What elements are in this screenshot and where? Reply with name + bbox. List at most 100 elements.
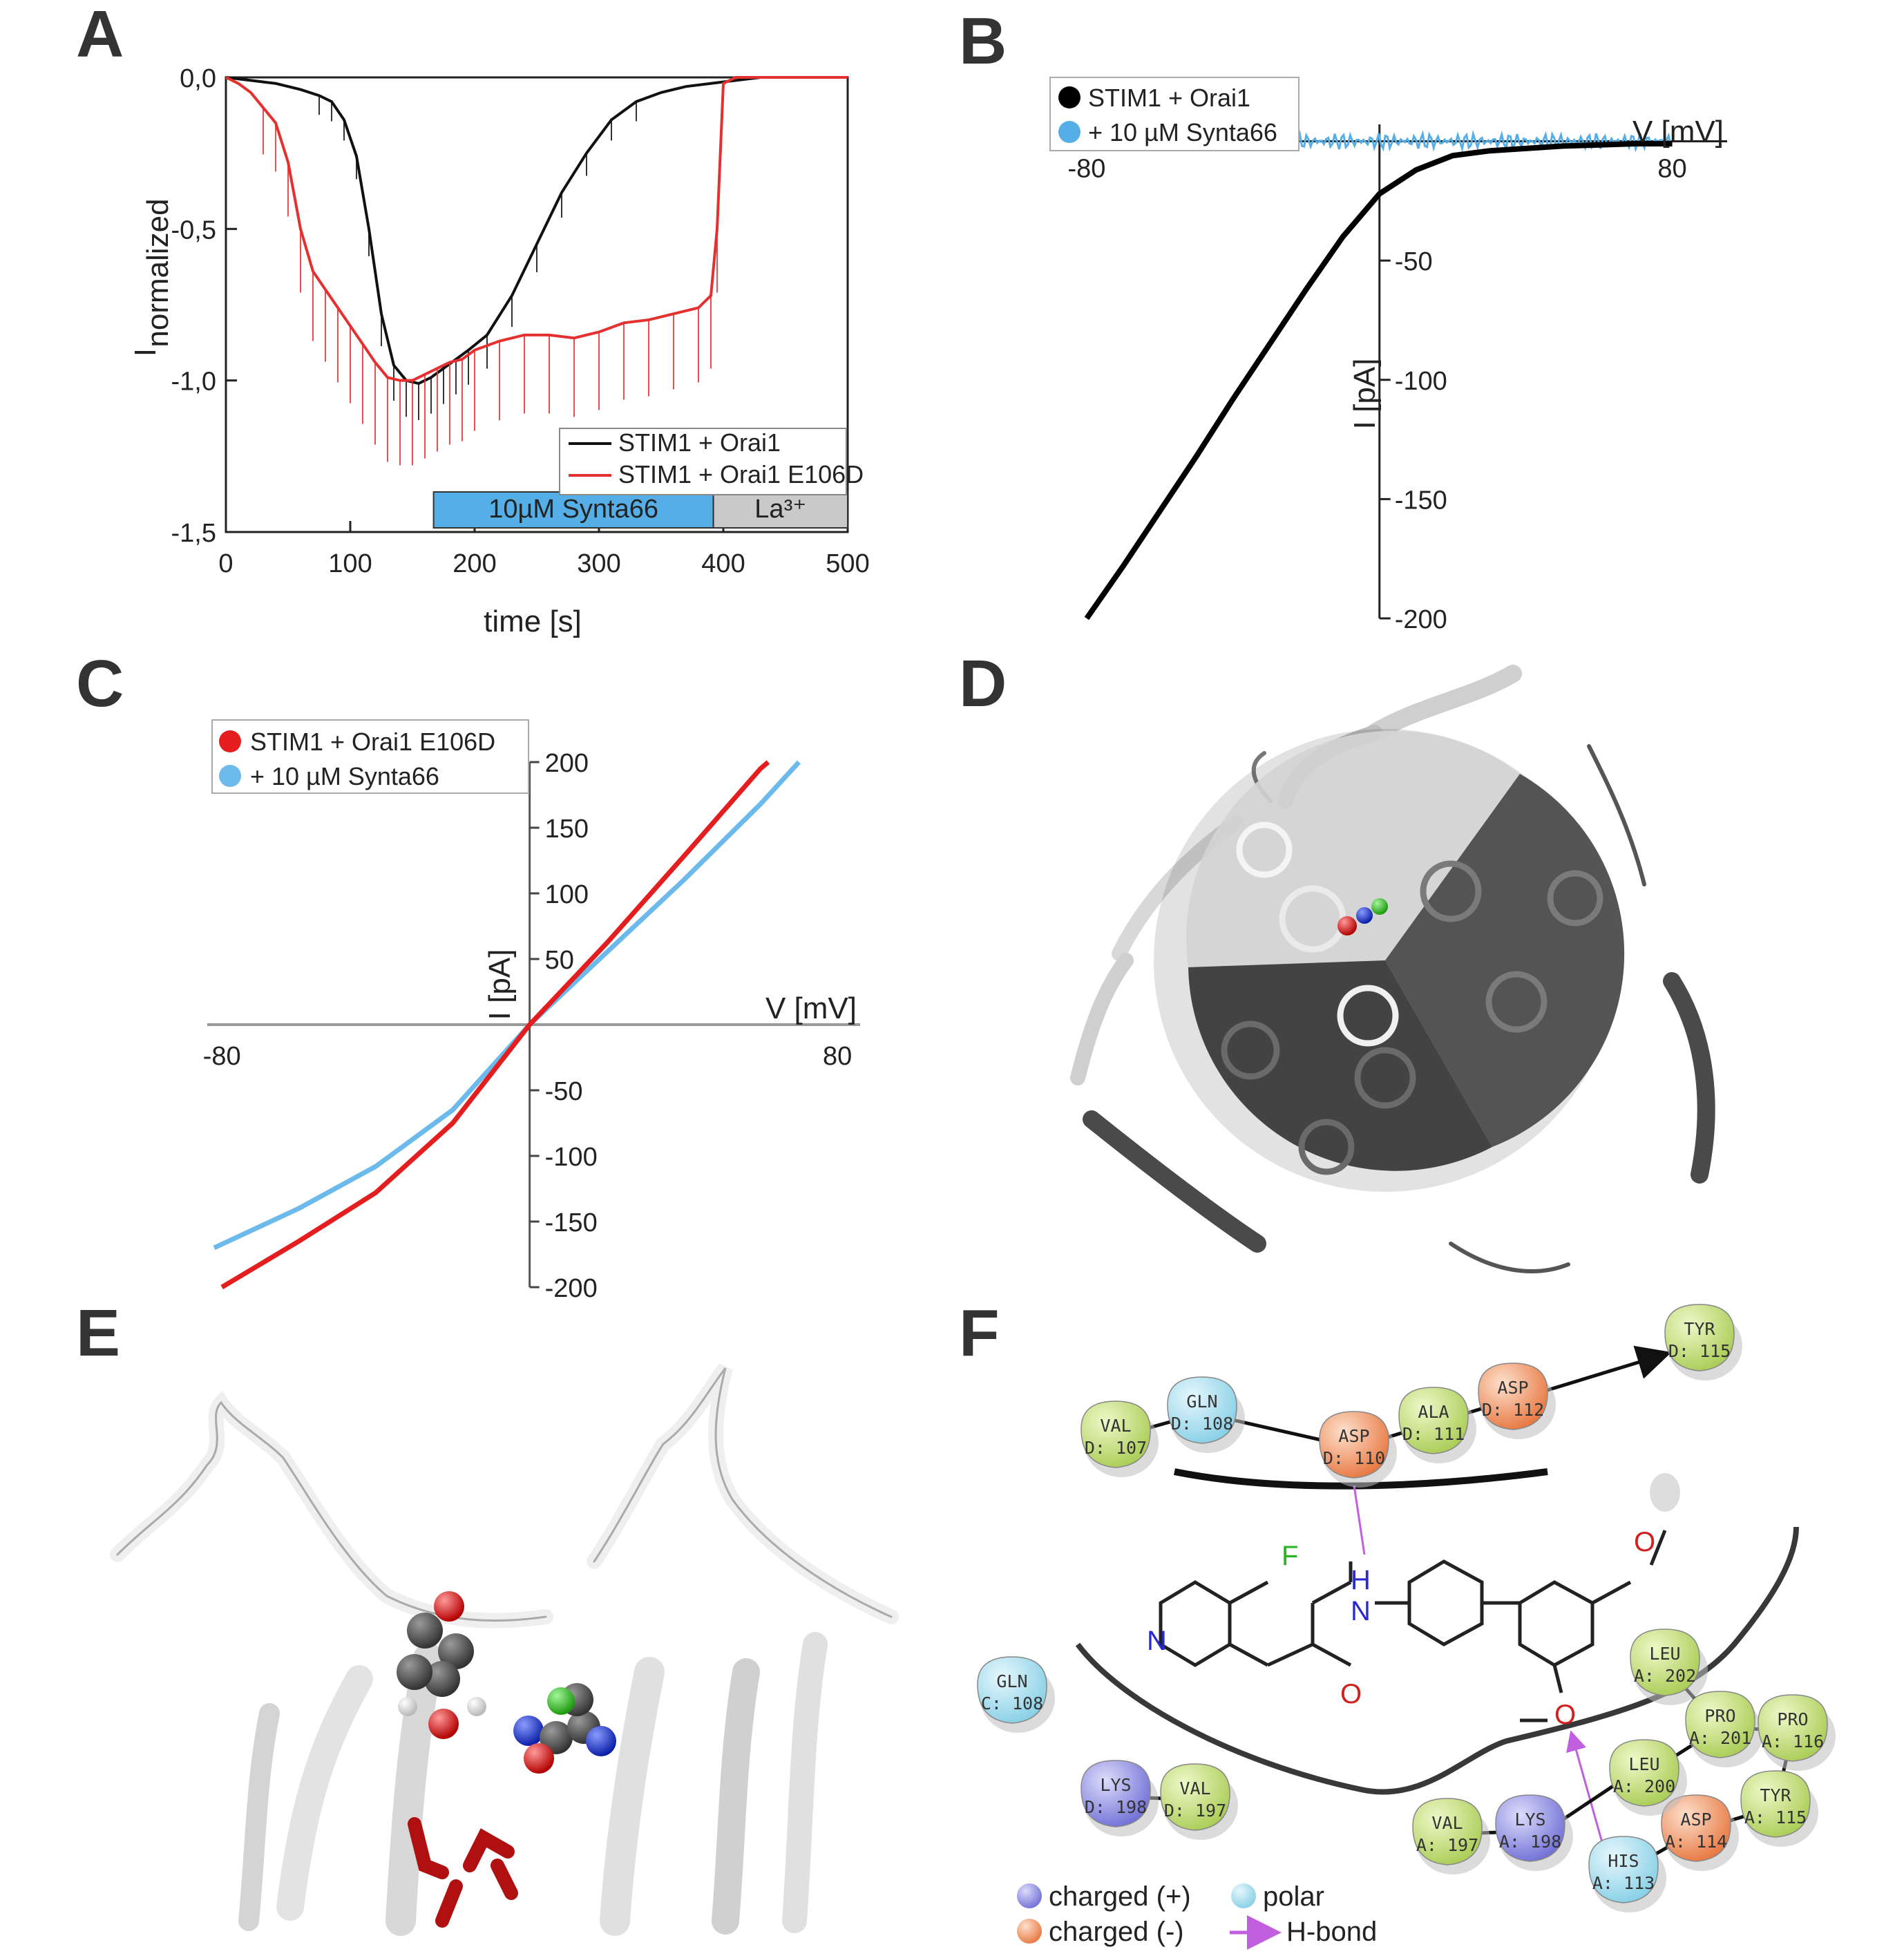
residue-node xyxy=(1630,1629,1700,1696)
residue-id: D: 107 xyxy=(1085,1438,1147,1458)
residue-name: ALA xyxy=(1418,1402,1449,1422)
plot-frame xyxy=(225,76,849,533)
residue-node xyxy=(1588,1836,1659,1903)
legend-swatch-red xyxy=(219,730,241,752)
panel-label-e: E xyxy=(76,1296,120,1370)
backbone-link xyxy=(1560,1784,1615,1823)
series-line-0 xyxy=(1084,140,1673,620)
residue-node xyxy=(1685,1691,1755,1758)
residue-name: LEU xyxy=(1649,1644,1680,1664)
residue-name: ASP xyxy=(1338,1426,1369,1446)
residue-node xyxy=(1664,1304,1735,1371)
legend-label-hbond: H-bond xyxy=(1286,1917,1377,1947)
residue-id: D: 197 xyxy=(1164,1801,1226,1821)
x-axis-label: V [mV] xyxy=(765,991,857,1025)
x-tick-label: 200 xyxy=(453,549,496,578)
x-tick-label: 500 xyxy=(826,549,869,578)
x-tick-label: 100 xyxy=(328,549,372,578)
legend-swatch-blue xyxy=(1058,121,1080,143)
residue-node xyxy=(977,1656,1047,1724)
residue-node xyxy=(1167,1376,1237,1444)
legend-b: STIM1 + Orai1 + 10 µM Synta66 xyxy=(1049,77,1300,151)
residue-node xyxy=(1160,1763,1230,1831)
residue-node xyxy=(1319,1411,1389,1479)
residue-name: VAL xyxy=(1431,1813,1463,1833)
panel-label-f: F xyxy=(959,1296,1000,1370)
residue-id: A: 198 xyxy=(1499,1832,1561,1852)
y-tick-label: -100 xyxy=(1395,367,1447,396)
backbone-link xyxy=(1540,1345,1672,1394)
legend-label-0: STIM1 + Orai1 xyxy=(618,428,781,457)
x-tick-label: 80 xyxy=(823,1042,852,1071)
atom-f: F xyxy=(1282,1541,1298,1571)
residue-name: ASP xyxy=(1497,1378,1528,1398)
y-axis-label-main: I xyxy=(128,348,162,357)
legend-f: charged (+) polar charged (-) H-bond xyxy=(1017,1881,1377,1950)
legend-swatch-negative xyxy=(1017,1919,1042,1944)
residue-name: LYS xyxy=(1100,1775,1131,1795)
legend-label-0: STIM1 + Orai1 E106D xyxy=(250,728,495,756)
legend-swatch-polar xyxy=(1231,1883,1256,1908)
residue-name: VAL xyxy=(1179,1778,1210,1798)
atom-o-bottom: O xyxy=(1554,1700,1576,1730)
residue-id: D: 108 xyxy=(1171,1414,1233,1434)
y-tick-label: 150 xyxy=(545,815,589,844)
residue-val-d197: VAL D: 197 xyxy=(1160,1763,1238,1840)
series-line-0 xyxy=(220,760,770,1290)
residue-id: C: 108 xyxy=(981,1693,1043,1713)
protein-structure-side-view xyxy=(110,1363,899,1936)
series-line-0 xyxy=(225,76,848,386)
x-axis-label: time [s] xyxy=(484,605,582,638)
atom-n-amide: N xyxy=(1351,1596,1371,1626)
y-axis-label: I normalized xyxy=(128,198,175,357)
y-tick-label: 200 xyxy=(545,749,589,778)
protein-structure-top-view xyxy=(1070,665,1715,1273)
legend-label-1: STIM1 + Orai1 E106D xyxy=(618,460,864,488)
legend-swatch-black xyxy=(1058,86,1080,108)
residue-name: TYR xyxy=(1760,1785,1791,1805)
residue-name: TYR xyxy=(1684,1319,1715,1339)
panel-a-chart: 0 100 200 300 400 500 0,0 -0,5 -1,0 -1,5 10µM Syn… xyxy=(128,64,870,638)
treatment-bar-label-1: La³⁺ xyxy=(754,495,806,524)
residue-id: D: 110 xyxy=(1323,1448,1385,1468)
residue-id: A: 202 xyxy=(1634,1666,1696,1686)
residue-node xyxy=(1495,1794,1565,1862)
residue-name: GLN xyxy=(1186,1392,1217,1412)
panel-label-c: C xyxy=(76,647,124,721)
y-tick-label: 50 xyxy=(545,946,574,975)
panel-label-b: B xyxy=(959,4,1007,78)
residue-id: A: 116 xyxy=(1762,1731,1824,1751)
treatment-bar-0 xyxy=(432,491,714,529)
residue-id: D: 112 xyxy=(1482,1400,1544,1420)
residue-node xyxy=(1412,1798,1483,1865)
x-tick-label: 400 xyxy=(701,549,745,578)
panel-b-chart: -80 80 -50 -100 -150 -200 V [mV] I [pA] STIM1… xyxy=(1049,77,1727,634)
atom-h: H xyxy=(1351,1565,1371,1595)
x-tick-label: -80 xyxy=(203,1042,241,1071)
residue-id: A: 197 xyxy=(1416,1835,1478,1855)
residue-id: A: 200 xyxy=(1613,1776,1675,1796)
y-axis-label-sub: normalized xyxy=(141,198,175,347)
y-tick-label: -150 xyxy=(1395,486,1447,515)
residue-name: LYS xyxy=(1514,1810,1545,1830)
legend-label-0: STIM1 + Orai1 xyxy=(1088,84,1250,112)
residue-id: D: 115 xyxy=(1668,1341,1731,1361)
legend-box xyxy=(211,719,529,794)
y-tick-label: -200 xyxy=(1395,605,1447,634)
y-tick-label: -150 xyxy=(545,1208,598,1237)
y-axis-label: I [pA] xyxy=(1348,359,1382,430)
